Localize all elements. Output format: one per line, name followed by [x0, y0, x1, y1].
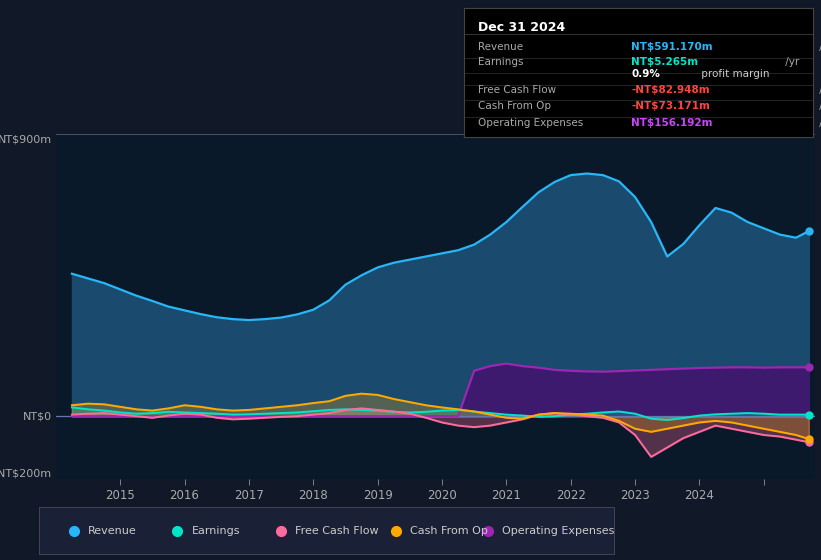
Text: Free Cash Flow: Free Cash Flow: [478, 85, 556, 95]
Text: -NT$73.171m: -NT$73.171m: [631, 101, 710, 111]
Text: -NT$82.948m: -NT$82.948m: [631, 85, 710, 95]
Text: Operating Expenses: Operating Expenses: [502, 526, 614, 535]
Text: /yr: /yr: [815, 118, 821, 128]
Text: Operating Expenses: Operating Expenses: [478, 118, 583, 128]
Text: /yr: /yr: [815, 85, 821, 95]
Text: Revenue: Revenue: [89, 526, 137, 535]
Text: profit margin: profit margin: [699, 69, 770, 79]
Text: Earnings: Earnings: [192, 526, 241, 535]
Text: NT$5.265m: NT$5.265m: [631, 58, 699, 68]
Text: 0.9%: 0.9%: [631, 69, 660, 79]
Text: NT$156.192m: NT$156.192m: [631, 118, 713, 128]
Text: Cash From Op: Cash From Op: [478, 101, 551, 111]
Text: NT$900m: NT$900m: [0, 134, 52, 144]
Text: Free Cash Flow: Free Cash Flow: [296, 526, 378, 535]
Text: NT$0: NT$0: [23, 411, 52, 421]
Text: -NT$200m: -NT$200m: [0, 469, 52, 479]
Text: /yr: /yr: [815, 42, 821, 52]
Text: /yr: /yr: [782, 58, 800, 68]
Text: Earnings: Earnings: [478, 58, 523, 68]
Text: Dec 31 2024: Dec 31 2024: [478, 21, 565, 34]
Text: NT$591.170m: NT$591.170m: [631, 42, 713, 52]
Text: /yr: /yr: [815, 101, 821, 111]
Text: Cash From Op: Cash From Op: [410, 526, 488, 535]
Text: Revenue: Revenue: [478, 42, 523, 52]
